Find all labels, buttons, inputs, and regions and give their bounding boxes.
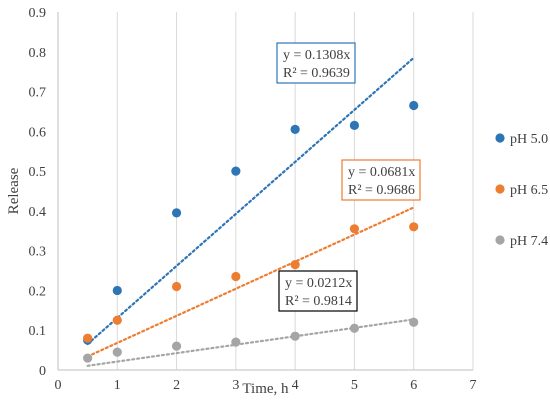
- trendline-1: [86, 56, 415, 346]
- data-points: [83, 100, 419, 363]
- y-tick-label: 0.9: [29, 6, 47, 21]
- y-tick-label: 0.2: [29, 284, 47, 299]
- data-point: [171, 341, 182, 351]
- x-tick-label: 5: [351, 378, 358, 393]
- data-point: [290, 124, 300, 134]
- data-point: [171, 208, 182, 218]
- trendline-equation: y = 0.1308x: [283, 48, 350, 63]
- annotation-2: y = 0.0681x R² = 0.9686: [341, 159, 421, 201]
- data-point: [409, 222, 419, 232]
- trendline-2: [86, 206, 415, 358]
- data-point: [349, 224, 360, 234]
- data-point: [409, 100, 419, 111]
- trendline-equation: y = 0.0681x: [348, 165, 415, 180]
- axes: 0 1 2 3 4 5 6 7 0 0.1 0.2 0.3 0.4 0.5 0.6 0.7 0.8 0.9: [29, 6, 477, 393]
- data-point: [349, 120, 360, 130]
- x-axis-title: Time, h: [242, 381, 289, 397]
- annotation-1: y = 0.1308x R² = 0.9639: [276, 42, 356, 84]
- trendline-3: [86, 318, 415, 367]
- legend-label: pH 6.5: [510, 183, 548, 198]
- y-axis-title: Release: [6, 167, 22, 214]
- x-tick-label: 7: [470, 378, 477, 393]
- x-tick-label: 1: [114, 378, 121, 393]
- trendline-r2: R² = 0.9814: [285, 294, 352, 309]
- legend: pH 5.0 pH 6.5 pH 7.4: [495, 132, 548, 249]
- x-tick-label: 6: [410, 378, 417, 393]
- y-tick-label: 0.8: [29, 46, 47, 61]
- data-point: [290, 259, 300, 270]
- legend-marker: [495, 184, 505, 194]
- y-tick-label: 0.4: [29, 205, 47, 220]
- data-point: [112, 315, 122, 325]
- data-point: [290, 331, 300, 341]
- data-point: [112, 347, 122, 357]
- x-tick-label: 0: [55, 378, 62, 393]
- legend-item-2: pH 6.5: [495, 183, 548, 198]
- y-tick-label: 0.6: [29, 125, 47, 140]
- trendlines: [86, 56, 415, 367]
- y-tick-label: 0.3: [29, 245, 47, 260]
- data-point: [349, 323, 360, 333]
- y-tick-label: 0.5: [29, 165, 47, 180]
- x-tick-label: 3: [232, 378, 239, 393]
- legend-item-1: pH 5.0: [495, 132, 548, 147]
- trendline-equation: y = 0.0212x: [285, 276, 352, 291]
- legend-label: pH 5.0: [510, 132, 548, 147]
- data-point: [112, 285, 122, 296]
- legend-label: pH 7.4: [510, 234, 548, 249]
- legend-marker: [495, 235, 505, 245]
- legend-item-3: pH 7.4: [495, 234, 548, 249]
- x-tick-label: 2: [173, 378, 180, 393]
- data-point: [83, 353, 93, 363]
- data-point: [409, 317, 419, 327]
- data-point: [231, 166, 241, 176]
- annotation-box: [276, 42, 356, 84]
- legend-marker: [495, 133, 505, 143]
- y-tick-label: 0.1: [29, 324, 47, 339]
- data-point: [231, 271, 241, 282]
- annotation-3: y = 0.0212x R² = 0.9814: [278, 270, 358, 312]
- y-tick-label: 0: [39, 364, 46, 379]
- data-point: [231, 337, 241, 347]
- data-point: [171, 281, 182, 292]
- trendline-r2: R² = 0.9639: [283, 66, 350, 81]
- x-tick-label: 4: [292, 378, 299, 393]
- y-tick-label: 0.7: [29, 86, 47, 101]
- annotation-box: [341, 159, 421, 201]
- trendline-r2: R² = 0.9686: [348, 183, 415, 198]
- trendline-annotations: y = 0.1308x R² = 0.9639 y = 0.0681x R² = 0.…: [276, 42, 421, 312]
- data-point: [83, 333, 93, 343]
- annotation-box: [278, 270, 358, 312]
